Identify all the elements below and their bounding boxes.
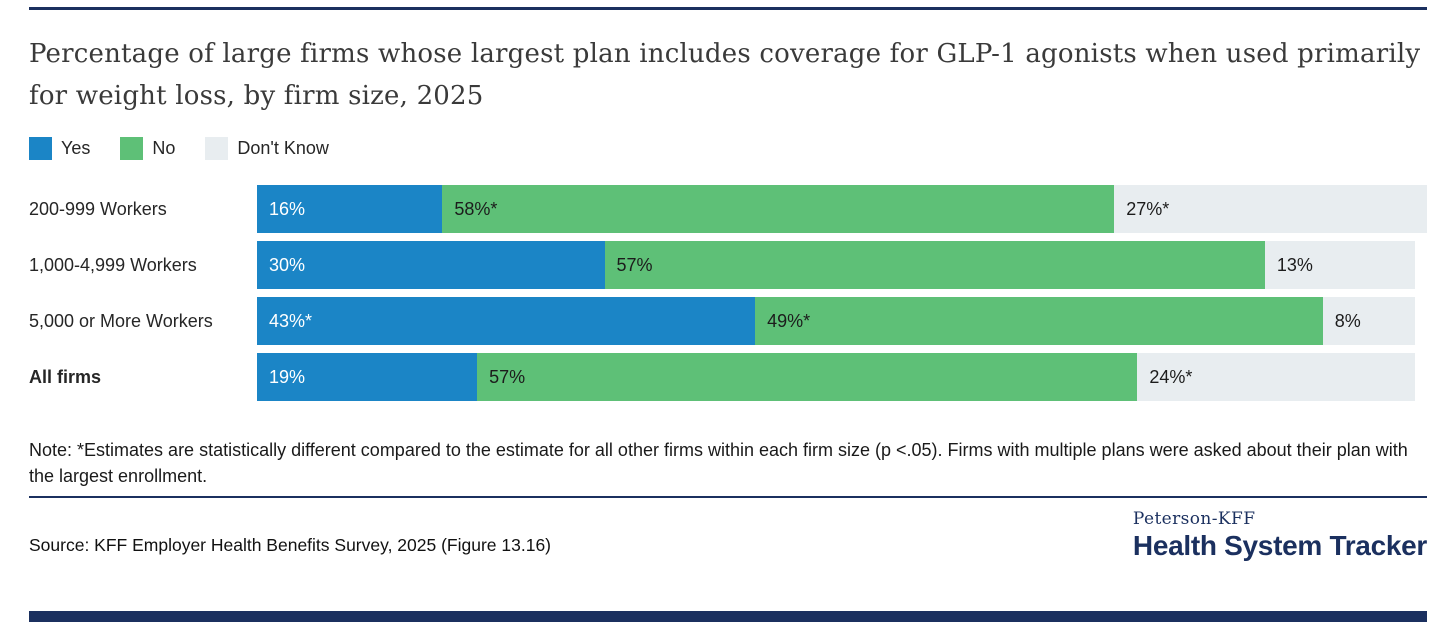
bar-value-label: 43%* [269, 310, 313, 331]
logo: Peterson-KFF Health System Tracker [1133, 509, 1427, 562]
bar-segment-no: 58%* [442, 185, 1115, 234]
category-label: All firms [29, 366, 102, 387]
legend-label: No [152, 138, 176, 159]
bar-value-label: 16% [269, 198, 306, 219]
chart-row: 200-999 Workers 16% 58%* 27%* [29, 185, 1427, 234]
legend-label: Don't Know [237, 138, 329, 159]
bar-group: 30% 57% 13% [257, 241, 1427, 290]
source-text: Source: KFF Employer Health Benefits Sur… [29, 535, 552, 556]
bar-value-label: 19% [269, 366, 306, 387]
top-border [29, 7, 1427, 10]
bar-value-label: 49%* [767, 310, 811, 331]
legend: Yes No Don't Know [29, 137, 1427, 161]
bar-group: 19% 57% 24%* [257, 353, 1427, 402]
logo-peterson-kff: Peterson-KFF [1132, 509, 1256, 530]
bar-value-label: 57% [489, 366, 526, 387]
bar-segment-no: 57% [604, 241, 1265, 290]
bar-value-label: 30% [269, 254, 306, 275]
bar-segment-yes: 43%* [257, 297, 756, 346]
bar-value-label: 57% [616, 254, 653, 275]
category-label: 1,000-4,999 Workers [29, 254, 197, 275]
bar-group: 16% 58%* 27%* [257, 185, 1427, 234]
footer: Source: KFF Employer Health Benefits Sur… [29, 509, 1427, 562]
bar-segment-yes: 19% [257, 353, 478, 402]
bottom-border [29, 611, 1427, 622]
chart-row: 1,000-4,999 Workers 30% 57% 13% [29, 241, 1427, 290]
bar-segment-yes: 16% [257, 185, 443, 234]
legend-item-yes: Yes [29, 137, 91, 161]
legend-swatch-don-t-know [205, 137, 229, 161]
bar-group: 43%* 49%* 8% [257, 297, 1427, 346]
category-label: 5,000 or More Workers [29, 310, 213, 331]
bar-segment-yes: 30% [257, 241, 605, 290]
chart-title: Percentage of large firms whose largest … [29, 39, 1421, 112]
legend-swatch-no [120, 137, 144, 161]
bar-segment-no: 57% [477, 353, 1138, 402]
bar-segment-don-t-know: 8% [1322, 297, 1416, 346]
bar-value-label: 58%* [454, 198, 498, 219]
bar-value-label: 27%* [1126, 198, 1170, 219]
note-text: Note: *Estimates are statistically diffe… [29, 440, 1408, 487]
bar-segment-don-t-know: 13% [1264, 241, 1416, 290]
bar-segment-don-t-know: 24%* [1137, 353, 1416, 402]
chart-row: All firms 19% 57% 24%* [29, 353, 1427, 402]
logo-health-system-tracker: Health System Tracker [1132, 530, 1427, 562]
bar-value-label: 13% [1276, 254, 1313, 275]
bar-segment-don-t-know: 27%* [1114, 185, 1427, 234]
legend-item-no: No [120, 137, 176, 161]
legend-label: Yes [61, 138, 91, 159]
bar-value-label: 8% [1334, 310, 1361, 331]
bar-chart: 200-999 Workers 16% 58%* 27%* 1,000-4,999 Wo… [29, 185, 1427, 402]
category-label: 200-999 Workers [29, 198, 167, 219]
legend-item-don-t-know: Don't Know [205, 137, 329, 161]
legend-swatch-yes [29, 137, 52, 161]
bar-value-label: 24%* [1149, 366, 1193, 387]
chart-row: 5,000 or More Workers 43%* 49%* 8% [29, 297, 1427, 346]
bar-segment-no: 49%* [755, 297, 1323, 346]
divider-rule [29, 496, 1427, 499]
